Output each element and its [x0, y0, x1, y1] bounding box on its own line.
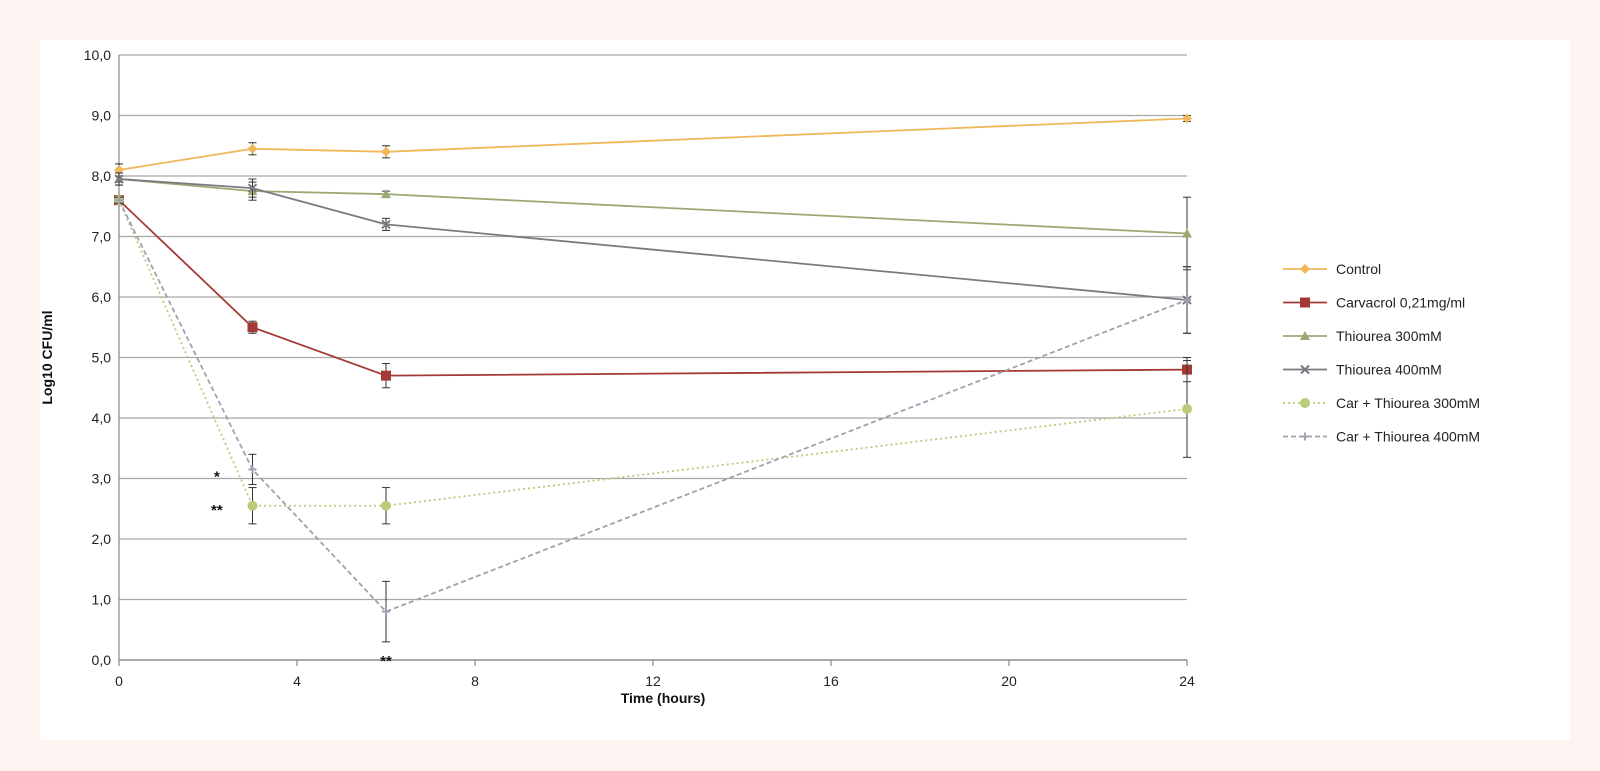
legend-item: Control: [1283, 261, 1381, 277]
legend-label: Control: [1336, 261, 1381, 277]
series-3-line: [118, 178, 1188, 301]
y-tick-label: 8,0: [92, 168, 112, 184]
y-tick-label: 6,0: [92, 289, 112, 305]
y-tick-label: 7,0: [92, 229, 112, 245]
series-0-point: [247, 143, 258, 154]
legend-label: Carvacrol 0,21mg/ml: [1336, 295, 1465, 311]
significance-marker: **: [211, 502, 223, 519]
series-4-point: [381, 500, 391, 511]
series-0-point: [114, 164, 124, 175]
series-2-line: [118, 178, 1188, 235]
x-tick-label: 4: [293, 673, 301, 689]
legend-item: Carvacrol 0,21mg/ml: [1283, 295, 1465, 311]
legend-item: Car + Thiourea 300mM: [1283, 395, 1480, 411]
y-tick-label: 0,0: [92, 652, 112, 668]
series-3-point: [381, 219, 391, 230]
chart-panel: 0,0 1,0 2,0 3,0 4,0 5,0 6,0 7,0 8,0 9,0 10,0 0 4 8 12 1…: [40, 40, 1570, 740]
legend-item: Car + Thiourea 400mM: [1283, 429, 1480, 445]
significance-marker: **: [380, 653, 392, 670]
legend-swatch-marker: [1301, 432, 1309, 441]
legend-item: Thiourea 300mM: [1283, 328, 1442, 344]
significance-marker: *: [214, 468, 220, 485]
series-0-point: [381, 146, 391, 157]
series-5-point: [382, 607, 390, 616]
series-2-point: [1182, 228, 1192, 238]
series-5-point: [248, 465, 257, 474]
series-4-point: [247, 500, 258, 511]
x-tick-label: 20: [1001, 673, 1017, 689]
x-tick-label: 0: [115, 673, 123, 689]
series-3-point: [247, 183, 258, 193]
series-5-point: [115, 196, 123, 205]
y-tick-label: 5,0: [92, 350, 112, 366]
series-4-point: [1182, 403, 1192, 414]
x-tick-label: 8: [471, 673, 479, 689]
series-1-point: [247, 322, 258, 333]
x-axis-title: Time (hours): [621, 690, 706, 706]
legend-label: Car + Thiourea 400mM: [1336, 429, 1480, 445]
series-1-point: [381, 370, 391, 381]
y-tick-label: 10,0: [84, 47, 111, 63]
legend-swatch-marker: [1300, 331, 1310, 340]
legend-label: Car + Thiourea 300mM: [1336, 395, 1480, 411]
series-4-line: [118, 199, 1188, 507]
legend-label: Thiourea 300mM: [1336, 328, 1442, 344]
legend-label: Thiourea 400mM: [1336, 362, 1442, 378]
series-5-line: [118, 199, 1188, 613]
y-tick-label: 1,0: [92, 592, 112, 608]
y-axis-title: Log10 CFU/ml: [40, 310, 55, 404]
x-tick-label: 24: [1179, 673, 1195, 689]
legend-item: Thiourea 400mM: [1283, 362, 1442, 378]
legend-swatch-marker: [1300, 364, 1310, 375]
series-3-point: [114, 174, 124, 184]
series-5-point: [1183, 296, 1191, 305]
legend-swatch-marker: [1300, 264, 1310, 274]
series-0-point: [1182, 113, 1192, 124]
x-tick-label: 12: [645, 673, 661, 689]
y-tick-label: 3,0: [92, 471, 112, 487]
legend-swatch-marker: [1300, 297, 1310, 308]
y-tick-label: 2,0: [92, 531, 112, 547]
series-1-line: [118, 199, 1188, 377]
y-tick-label: 9,0: [92, 108, 112, 124]
legend: Control Carvacrol 0,21mg/ml Thiourea 300mM…: [1283, 261, 1480, 445]
y-tick-label: 4,0: [92, 410, 112, 426]
series-2-point: [381, 189, 391, 199]
series-0-line: [118, 117, 1188, 171]
legend-swatch-marker: [1300, 398, 1310, 408]
x-tick-label: 16: [823, 673, 839, 689]
line-chart: 0,0 1,0 2,0 3,0 4,0 5,0 6,0 7,0 8,0 9,0 10,0 0 4 8 12 1…: [40, 47, 1480, 706]
